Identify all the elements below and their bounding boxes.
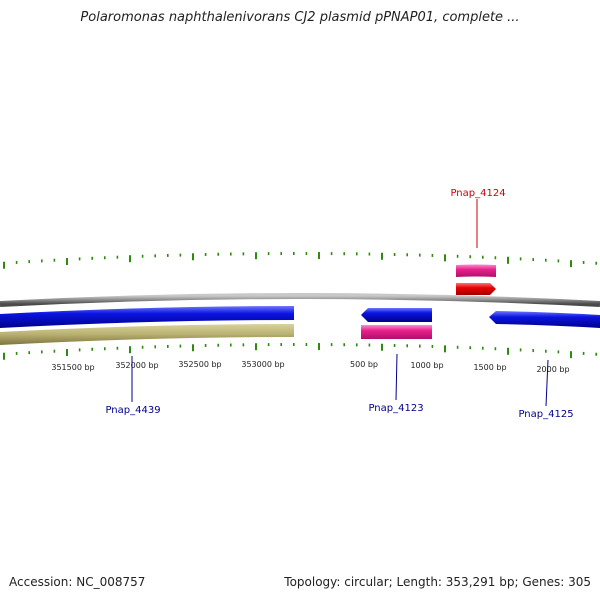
gene-pnap-4124-pink-bar[interactable] bbox=[456, 264, 496, 278]
gene-label-pnap-4439[interactable]: Pnap_4439 bbox=[105, 405, 160, 416]
gene-label-pnap-4124[interactable]: Pnap_4124 bbox=[450, 188, 505, 199]
gene-label-pnap-4123[interactable]: Pnap_4123 bbox=[368, 403, 423, 414]
accession-text: Accession: NC_008757 bbox=[9, 575, 146, 589]
gene-pnap-4124-arrow[interactable] bbox=[456, 283, 496, 295]
gene-pnap-4125-arrow[interactable] bbox=[489, 311, 600, 328]
tick-label: 351500 bp bbox=[51, 363, 94, 372]
outer-tick-ring bbox=[3, 252, 598, 269]
gene-pnap-4123-pink-bar[interactable] bbox=[361, 325, 432, 339]
gene-label-pnap-4125[interactable]: Pnap_4125 bbox=[518, 409, 573, 420]
gene-pnap-4439-bar[interactable] bbox=[0, 306, 294, 328]
leader-line-pnap-4123 bbox=[395, 353, 398, 401]
leader-line-pnap-4125 bbox=[545, 359, 549, 407]
tick-labels: 351500 bp 352000 bp 352500 bp 353000 bp … bbox=[51, 360, 569, 374]
tick-label: 353000 bp bbox=[241, 360, 284, 369]
feature-band-olive[interactable] bbox=[0, 324, 294, 345]
plasmid-backbone bbox=[0, 293, 600, 307]
tick-label: 2000 bp bbox=[536, 365, 569, 374]
tick-label: 1500 bp bbox=[473, 363, 506, 372]
tick-label: 1000 bp bbox=[410, 361, 443, 370]
gene-pnap-4123-arrow[interactable] bbox=[361, 308, 432, 322]
tick-label: 500 bp bbox=[350, 360, 378, 369]
map-title: Polaromonas naphthalenivorans CJ2 plasmi… bbox=[80, 10, 520, 25]
tick-label: 352000 bp bbox=[115, 361, 158, 370]
summary-text: Topology: circular; Length: 353,291 bp; … bbox=[284, 575, 591, 589]
tick-label: 352500 bp bbox=[178, 360, 221, 369]
inner-tick-ring bbox=[3, 343, 598, 360]
